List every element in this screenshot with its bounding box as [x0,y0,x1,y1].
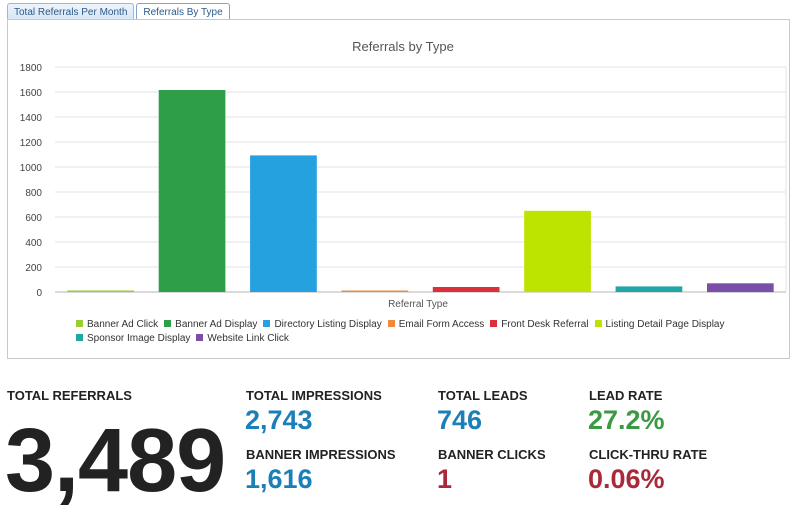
total-referrals-label: TOTAL REFERRALS [7,388,132,403]
legend-item-front-desk-referral[interactable]: Front Desk Referral [490,318,589,332]
total-referrals-value: 3,489 [5,411,226,511]
banner-impressions-value: 1,616 [245,464,313,494]
legend-label: Banner Ad Click [87,319,159,330]
referrals-bar-chart: Referrals by Type 0 200 400 600 800 1000 1200 1… [20,39,787,310]
y-tick-label: 800 [25,188,42,199]
legend-swatch [76,320,83,327]
x-axis-label: Referral Type [388,299,448,310]
chart-legend: Banner Ad Click Banner Ad Display Director… [76,318,776,346]
legend-label: Banner Ad Display [175,319,258,330]
tab-bar: Total Referrals Per Month Referrals By T… [7,3,232,21]
legend-swatch [594,320,602,327]
chart-title: Referrals by Type [352,39,454,54]
total-impressions-label: TOTAL IMPRESSIONS [246,388,382,403]
banner-impressions-label: BANNER IMPRESSIONS [246,447,396,462]
lead-rate-value: 27.2% [588,405,665,435]
tab-total-referrals-per-month[interactable]: Total Referrals Per Month [7,3,135,21]
y-tick-label: 0 [36,288,42,299]
tab-referrals-by-type[interactable]: Referrals By Type [136,3,230,21]
stats-section: TOTAL REFERRALS 3,489 TOTAL IMPRESSIONS … [0,380,800,507]
total-leads-label: TOTAL LEADS [438,388,528,403]
banner-clicks-label: BANNER CLICKS [438,447,546,462]
legend-swatch [263,320,271,327]
legend-swatch [490,320,498,327]
bar-sponsor-image-display[interactable] [615,286,683,292]
legend-swatch [196,334,204,341]
bar-banner-ad-click[interactable] [67,290,134,293]
y-axis-ticks: 0 200 400 600 800 1000 1200 1400 1600 1800 [20,63,43,299]
legend-label: Directory Listing Display [274,319,382,330]
bar-banner-ad-display[interactable] [158,90,226,292]
legend-item-email-form-access[interactable]: Email Form Access [387,318,485,332]
chart-panel: Referrals by Type 0 200 400 600 800 1000 1200 1… [7,19,790,359]
legend-swatch [387,320,395,327]
y-tick-label: 1000 [20,163,43,174]
click-thru-rate-value: 0.06% [588,464,665,494]
bar-email-form-access[interactable] [341,290,409,293]
lead-rate-label: LEAD RATE [589,388,663,403]
legend-item-website-link-click[interactable]: Website Link Click [196,332,289,346]
legend-label: Front Desk Referral [501,319,589,330]
total-impressions-value: 2,743 [245,405,313,435]
bar-website-link-click[interactable] [707,283,774,293]
legend-label: Email Form Access [398,319,485,330]
y-tick-label: 1200 [20,138,43,149]
bars [67,90,774,293]
legend-item-banner-ad-display[interactable]: Banner Ad Display [164,318,257,332]
bar-front-desk-referral[interactable] [432,287,500,292]
y-tick-label: 1400 [20,113,43,124]
legend-label: Listing Detail Page Display [605,319,725,330]
legend-label: Sponsor Image Display [87,333,191,344]
legend-swatch [76,334,83,341]
legend-swatch [164,320,172,327]
bar-directory-listing-display[interactable] [250,155,317,292]
legend-item-directory-listing-display[interactable]: Directory Listing Display [263,318,382,332]
legend-item-sponsor-image-display[interactable]: Sponsor Image Display [76,332,190,346]
total-leads-value: 746 [437,405,483,435]
banner-clicks-value: 1 [437,464,453,494]
legend-label: Website Link Click [207,333,289,344]
y-tick-label: 600 [25,213,42,224]
legend-item-listing-detail-page-display[interactable]: Listing Detail Page Display [594,318,725,332]
y-tick-label: 1600 [20,88,43,99]
legend-item-banner-ad-click[interactable]: Banner Ad Click [76,318,158,332]
bar-listing-detail-page-display[interactable] [524,210,591,293]
y-tick-label: 1800 [20,63,43,74]
click-thru-rate-label: CLICK-THRU RATE [589,447,708,462]
y-tick-label: 200 [25,263,42,274]
y-tick-label: 400 [25,238,42,249]
